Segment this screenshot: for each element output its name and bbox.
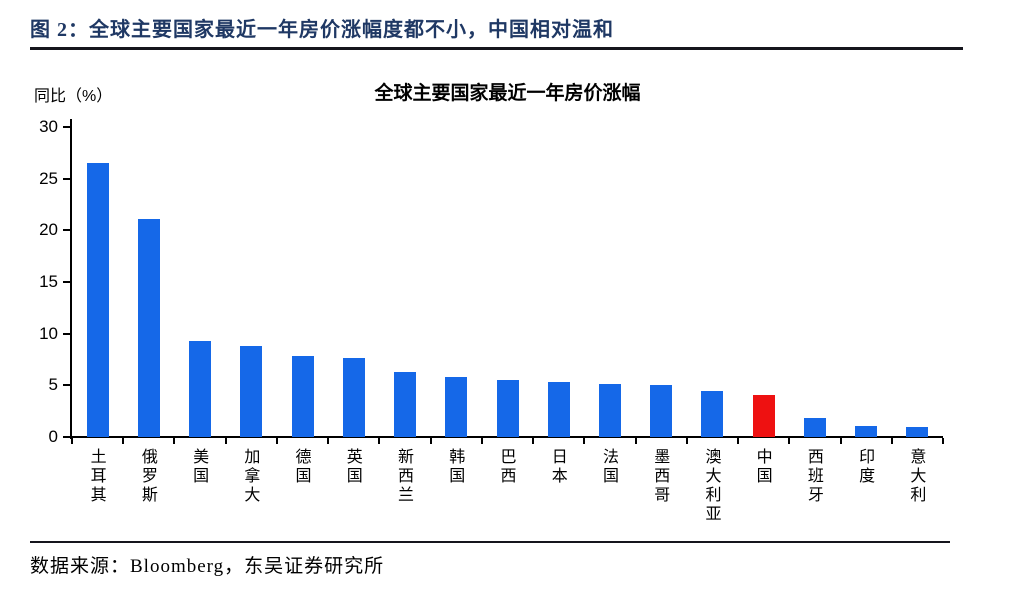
x-axis-category-label: 德国	[292, 448, 310, 486]
y-axis-tick	[63, 384, 70, 387]
y-axis-tick	[63, 229, 70, 232]
bar-墨西哥	[650, 385, 673, 437]
x-axis-tick	[275, 438, 278, 444]
x-axis-category-label: 法国	[599, 448, 617, 486]
y-axis-tick	[63, 332, 70, 335]
bar-德国	[291, 356, 314, 437]
y-axis-tick-label: 25	[39, 168, 58, 188]
x-axis-tick	[327, 438, 330, 444]
figure-caption: 图 2：全球主要国家最近一年房价涨幅度都不小，中国相对温和	[30, 19, 614, 41]
x-axis-category-label: 印度	[856, 448, 874, 486]
x-axis-category-label: 韩国	[446, 448, 464, 486]
y-axis-tick-label: 15	[39, 272, 58, 291]
bar-巴西	[496, 380, 519, 437]
x-axis-tick	[685, 438, 688, 444]
x-axis-category-label: 英国	[343, 448, 361, 486]
x-axis-category-label: 新西兰	[395, 448, 413, 505]
bar-俄罗斯	[137, 218, 160, 437]
y-axis-tick	[63, 281, 70, 283]
x-axis-category-label: 西班牙	[804, 448, 822, 505]
x-axis-category-label: 加拿大	[241, 448, 259, 505]
y-axis-tick-label: 5	[48, 375, 58, 395]
x-axis-tick	[634, 438, 637, 444]
x-axis-tick	[788, 438, 791, 444]
x-axis-category-label: 巴西	[497, 448, 515, 486]
bar-日本	[547, 382, 570, 437]
x-axis-category-label: 美国	[190, 448, 208, 486]
bar-新西兰	[394, 371, 417, 437]
x-axis-tick	[890, 438, 893, 444]
bar-中国	[752, 394, 775, 437]
bar-美国	[189, 340, 212, 437]
bar-法国	[598, 384, 621, 437]
bar-澳大利亚	[701, 390, 724, 437]
x-axis-tick	[224, 438, 227, 444]
x-axis-tick	[378, 438, 381, 444]
x-axis-category-label: 土耳其	[87, 448, 105, 505]
bar-加拿大	[240, 346, 263, 437]
y-axis-tick	[63, 177, 70, 180]
x-axis-category-label: 意大利	[907, 448, 925, 505]
bar-印度	[855, 425, 878, 437]
bar-韩国	[445, 377, 468, 437]
bar-土耳其	[86, 163, 109, 437]
y-axis-tick-label: 10	[39, 323, 58, 343]
footer-divider	[30, 541, 950, 543]
header-divider	[30, 47, 963, 50]
x-axis-category-label: 澳大利亚	[702, 448, 720, 524]
x-axis-line	[70, 436, 943, 438]
y-axis-tick-label: 0	[48, 427, 58, 446]
x-axis-tick	[839, 438, 842, 444]
y-axis-line	[70, 119, 72, 439]
x-axis-tick	[737, 438, 740, 444]
data-source-note: 数据来源：Bloomberg，东吴证券研究所	[30, 556, 385, 577]
x-axis-category-label: 中国	[753, 448, 771, 486]
x-axis-category-label: 墨西哥	[651, 448, 669, 505]
bar-英国	[342, 358, 365, 437]
x-axis-tick	[480, 438, 483, 444]
y-axis-tick	[63, 126, 70, 128]
x-axis-tick	[532, 438, 535, 444]
x-axis-tick	[583, 438, 586, 444]
y-axis-unit-label: 同比（%）	[34, 88, 113, 105]
y-axis-tick	[63, 436, 70, 438]
x-axis-tick	[429, 438, 432, 444]
bar-意大利	[906, 426, 929, 437]
bar-西班牙	[803, 418, 826, 437]
x-axis-tick	[942, 438, 944, 444]
x-axis-tick	[173, 438, 176, 444]
y-axis-tick-label: 30	[39, 117, 58, 136]
x-axis-tick	[122, 438, 125, 444]
x-axis-category-label: 日本	[548, 448, 566, 486]
x-axis-category-label: 俄罗斯	[138, 448, 156, 505]
x-axis-tick	[71, 438, 73, 444]
y-axis-tick-label: 20	[39, 220, 58, 240]
chart-title: 全球主要国家最近一年房价涨幅	[374, 83, 641, 104]
